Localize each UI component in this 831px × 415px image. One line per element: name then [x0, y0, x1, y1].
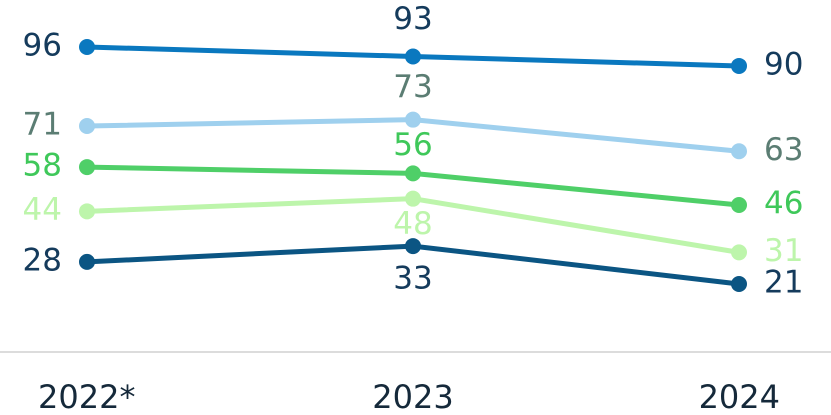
point: [405, 238, 421, 255]
point: [405, 111, 421, 128]
point: [405, 190, 421, 207]
data-label: 96: [23, 28, 62, 64]
point: [79, 39, 95, 55]
data-label: 44: [23, 192, 62, 228]
point: [79, 118, 95, 134]
data-label: 71: [23, 107, 62, 143]
point: [79, 253, 95, 270]
x-tick-label: 2022*: [38, 378, 135, 415]
point: [405, 165, 421, 182]
data-label: 58: [23, 148, 62, 184]
data-label: 46: [764, 186, 803, 222]
point: [731, 57, 747, 74]
data-label: 90: [764, 46, 803, 82]
data-label: 93: [393, 1, 432, 37]
x-tick-label: 2023: [372, 378, 453, 415]
data-label: 73: [393, 69, 432, 105]
data-label: 56: [393, 127, 432, 163]
point: [79, 159, 95, 176]
point: [731, 143, 747, 160]
data-label: 31: [764, 233, 803, 269]
data-label: 33: [393, 261, 432, 297]
point: [731, 197, 747, 213]
point: [731, 276, 747, 292]
point: [405, 48, 421, 65]
point: [79, 203, 95, 220]
data-label: 63: [764, 132, 803, 168]
data-label: 28: [23, 242, 62, 278]
data-label: 48: [393, 206, 432, 242]
data-label: 21: [764, 265, 803, 301]
x-tick-label: 2024: [699, 378, 780, 415]
point: [731, 244, 747, 261]
